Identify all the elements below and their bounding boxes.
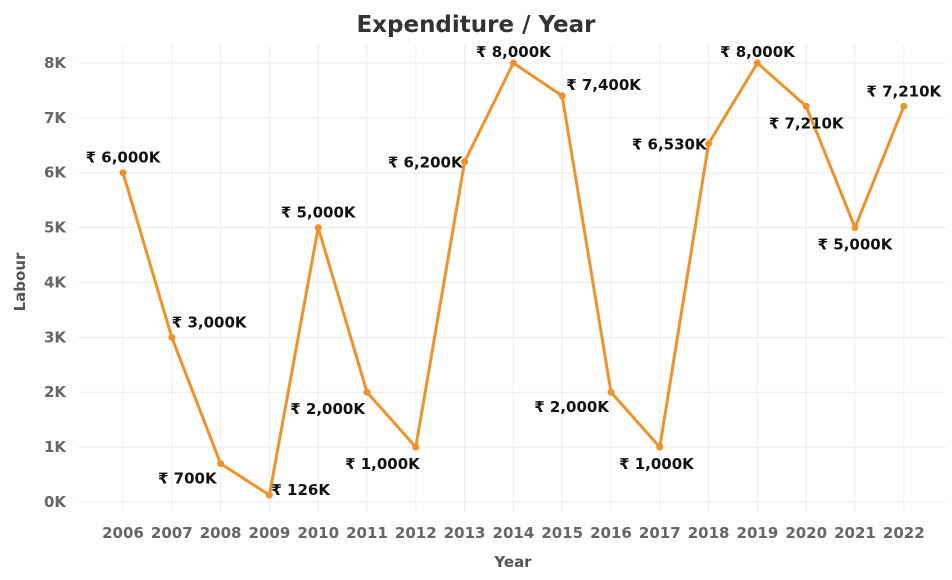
data-point[interactable] — [509, 59, 517, 67]
x-tick-label: 2018 — [688, 524, 730, 542]
y-tick-label: 4K — [44, 273, 67, 291]
data-label: ₹ 3,000K — [172, 313, 248, 331]
data-point[interactable] — [705, 140, 713, 148]
y-tick-label: 6K — [44, 164, 67, 182]
data-label: ₹ 6,000K — [86, 149, 162, 167]
x-tick-label: 2007 — [151, 524, 193, 542]
y-axis-label: Labour — [11, 252, 29, 311]
data-point[interactable] — [412, 443, 420, 451]
x-tick-label: 2010 — [297, 524, 339, 542]
data-point[interactable] — [461, 158, 469, 166]
x-tick-label: 2006 — [102, 524, 144, 542]
y-tick-label: 2K — [44, 383, 67, 401]
x-tick-label: 2013 — [444, 524, 486, 542]
data-point[interactable] — [168, 333, 176, 341]
x-tick-label: 2022 — [883, 524, 925, 542]
data-label: ₹ 7,400K — [566, 76, 642, 94]
data-point[interactable] — [363, 388, 371, 396]
data-point[interactable] — [753, 59, 761, 67]
data-label: ₹ 2,000K — [534, 398, 610, 416]
data-label: ₹ 8,000K — [720, 43, 796, 61]
x-tick-label: 2012 — [395, 524, 437, 542]
data-label: ₹ 700K — [158, 470, 218, 488]
data-point[interactable] — [558, 92, 566, 100]
y-tick-label: 7K — [44, 109, 67, 127]
x-tick-label: 2017 — [639, 524, 681, 542]
x-tick-label: 2021 — [834, 524, 876, 542]
data-point[interactable] — [314, 224, 322, 232]
data-label: ₹ 6,530K — [632, 136, 708, 154]
y-tick-label: 3K — [44, 328, 67, 346]
data-point[interactable] — [900, 102, 908, 110]
data-label: ₹ 2,000K — [290, 400, 366, 418]
x-tick-label: 2019 — [737, 524, 779, 542]
data-point[interactable] — [656, 443, 664, 451]
x-tick-label: 2014 — [493, 524, 535, 542]
data-point[interactable] — [607, 388, 615, 396]
data-label: ₹ 8,000K — [476, 43, 552, 61]
chart-title: Expenditure / Year — [356, 12, 596, 38]
data-label: ₹ 126K — [271, 481, 331, 499]
x-tick-label: 2020 — [785, 524, 827, 542]
data-point[interactable] — [217, 460, 225, 468]
data-point[interactable] — [265, 491, 273, 499]
x-tick-label: 2015 — [541, 524, 583, 542]
data-label: ₹ 6,200K — [388, 154, 464, 172]
x-tick-label: 2011 — [346, 524, 388, 542]
data-label: ₹ 5,000K — [281, 204, 357, 222]
data-point[interactable] — [802, 102, 810, 110]
data-label: ₹ 7,210K — [769, 114, 845, 132]
y-tick-label: 1K — [44, 438, 67, 456]
y-tick-label: 5K — [44, 219, 67, 237]
x-axis-label: Year — [493, 553, 532, 571]
y-tick-label: 8K — [44, 54, 67, 72]
data-label: ₹ 7,210K — [866, 82, 942, 100]
data-point[interactable] — [119, 169, 127, 177]
x-tick-label: 2016 — [590, 524, 632, 542]
data-label: ₹ 1,000K — [345, 455, 421, 473]
data-label: ₹ 5,000K — [818, 236, 894, 254]
y-tick-label: 0K — [44, 493, 67, 511]
data-label: ₹ 1,000K — [619, 455, 695, 473]
x-tick-label: 2009 — [249, 524, 291, 542]
x-tick-label: 2008 — [200, 524, 242, 542]
data-point[interactable] — [851, 224, 859, 232]
